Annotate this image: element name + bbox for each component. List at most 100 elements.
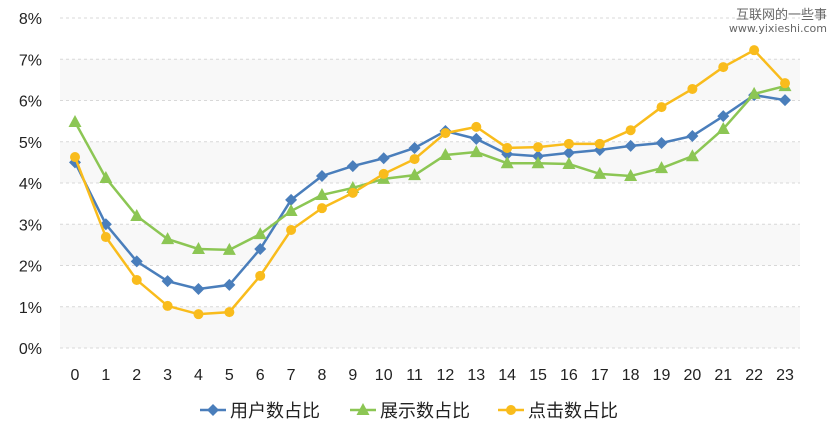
x-tick-label: 9 bbox=[348, 367, 357, 384]
data-point-0 bbox=[285, 193, 298, 206]
data-point-1 bbox=[284, 204, 298, 217]
data-point-1 bbox=[562, 157, 576, 170]
data-point-1 bbox=[130, 209, 144, 221]
data-point-2 bbox=[594, 138, 605, 149]
data-point-2 bbox=[625, 125, 636, 136]
legend-marker-1 bbox=[356, 403, 370, 415]
grid-band bbox=[60, 59, 800, 101]
x-tick-label: 2 bbox=[132, 367, 141, 384]
data-point-1 bbox=[685, 149, 699, 162]
x-tick-label: 15 bbox=[529, 367, 547, 384]
data-point-2 bbox=[749, 45, 760, 56]
x-tick-label: 4 bbox=[194, 367, 203, 384]
data-point-2 bbox=[440, 128, 451, 139]
data-point-0 bbox=[223, 278, 236, 291]
data-point-1 bbox=[191, 242, 205, 254]
y-tick-label: 8% bbox=[19, 11, 42, 28]
x-tick-label: 14 bbox=[498, 367, 516, 384]
legend-label: 点击数占比 bbox=[528, 401, 618, 422]
y-tick-label: 5% bbox=[19, 135, 42, 152]
x-tick-label: 6 bbox=[256, 367, 265, 384]
data-point-1 bbox=[161, 232, 175, 245]
series-line-1 bbox=[73, 84, 786, 252]
y-tick-label: 6% bbox=[19, 94, 42, 111]
data-point-0 bbox=[655, 136, 668, 149]
x-tick-label: 19 bbox=[653, 367, 671, 384]
data-point-2 bbox=[687, 83, 698, 94]
y-tick-label: 4% bbox=[19, 176, 42, 193]
data-point-1 bbox=[469, 145, 483, 158]
data-point-2 bbox=[224, 307, 235, 318]
data-point-2 bbox=[100, 232, 111, 243]
data-point-2 bbox=[70, 152, 80, 163]
legend-label: 展示数占比 bbox=[380, 401, 470, 422]
grid-band bbox=[60, 100, 800, 142]
data-point-2 bbox=[131, 274, 142, 285]
x-tick-label: 8 bbox=[318, 367, 327, 384]
data-point-2 bbox=[162, 300, 173, 311]
data-point-2 bbox=[286, 225, 297, 236]
data-point-1 bbox=[531, 156, 545, 169]
grid-band bbox=[60, 306, 800, 348]
data-point-1 bbox=[716, 121, 730, 134]
legend-marker-0 bbox=[207, 404, 219, 416]
data-point-0 bbox=[532, 150, 545, 163]
data-point-2 bbox=[780, 78, 790, 89]
y-tick-label: 7% bbox=[19, 52, 42, 69]
legend-label: 用户数占比 bbox=[230, 401, 320, 422]
data-point-0 bbox=[315, 169, 328, 182]
data-point-2 bbox=[718, 62, 729, 73]
data-point-2 bbox=[409, 154, 420, 165]
data-point-1 bbox=[438, 147, 452, 160]
data-point-2 bbox=[533, 142, 544, 153]
data-point-1 bbox=[222, 242, 236, 255]
watermark-url: www.yixieshi.com bbox=[728, 22, 827, 35]
data-point-1 bbox=[655, 161, 669, 174]
y-tick-label: 0% bbox=[19, 341, 42, 358]
data-point-1 bbox=[408, 168, 422, 181]
data-point-0 bbox=[161, 275, 174, 288]
x-tick-label: 17 bbox=[591, 367, 609, 384]
data-point-2 bbox=[347, 187, 358, 198]
data-point-2 bbox=[255, 270, 266, 281]
data-point-0 bbox=[717, 110, 730, 123]
x-tick-label: 0 bbox=[71, 367, 80, 384]
x-tick-label: 12 bbox=[437, 367, 455, 384]
x-tick-label: 3 bbox=[163, 367, 172, 384]
grid-band bbox=[60, 18, 800, 60]
x-tick-label: 7 bbox=[287, 367, 296, 384]
data-point-0 bbox=[346, 160, 359, 173]
series-line-0 bbox=[73, 93, 786, 291]
data-point-2 bbox=[471, 121, 482, 132]
data-point-2 bbox=[502, 142, 513, 153]
grid-band bbox=[60, 265, 800, 307]
x-tick-label: 13 bbox=[467, 367, 485, 384]
y-tick-label: 2% bbox=[19, 259, 42, 276]
data-point-0 bbox=[254, 243, 267, 255]
grid-band bbox=[60, 183, 800, 225]
data-point-2 bbox=[378, 168, 389, 179]
y-tick-label: 3% bbox=[19, 217, 42, 234]
data-point-1 bbox=[593, 166, 607, 179]
data-point-1 bbox=[253, 227, 267, 240]
x-tick-label: 22 bbox=[745, 367, 763, 384]
data-point-1 bbox=[624, 168, 638, 181]
data-point-0 bbox=[408, 141, 421, 154]
data-point-1 bbox=[99, 171, 113, 184]
x-tick-label: 11 bbox=[406, 367, 423, 384]
data-point-2 bbox=[316, 203, 327, 214]
data-point-0 bbox=[470, 132, 483, 145]
data-point-0 bbox=[779, 94, 791, 107]
data-point-0 bbox=[377, 152, 390, 165]
data-point-2 bbox=[563, 138, 574, 149]
data-point-2 bbox=[193, 309, 204, 320]
data-point-1 bbox=[747, 86, 761, 99]
data-point-1 bbox=[68, 114, 82, 127]
data-point-0 bbox=[130, 255, 143, 268]
x-tick-label: 18 bbox=[622, 367, 640, 384]
data-point-0 bbox=[562, 146, 575, 159]
x-tick-label: 21 bbox=[714, 367, 732, 384]
watermark-title: 互联网的一些事 bbox=[735, 8, 827, 23]
data-point-1 bbox=[315, 187, 329, 200]
